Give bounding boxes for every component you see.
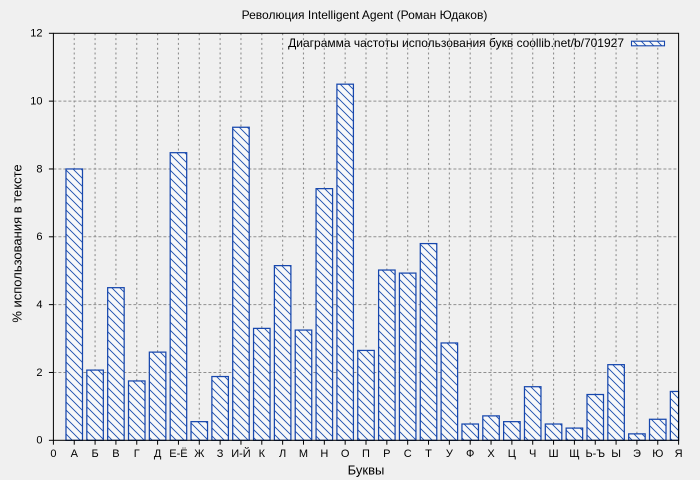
svg-text:С: С xyxy=(404,448,412,460)
svg-text:Революция Intelligent Agent (Р: Революция Intelligent Agent (Роман Юдако… xyxy=(242,8,488,22)
svg-text:Щ: Щ xyxy=(569,448,579,460)
svg-text:Я: Я xyxy=(675,448,683,460)
svg-text:М: М xyxy=(299,448,308,460)
svg-text:Буквы: Буквы xyxy=(348,463,385,478)
svg-text:Ч: Ч xyxy=(529,448,536,460)
svg-text:З: З xyxy=(217,448,224,460)
svg-text:А: А xyxy=(71,448,79,460)
svg-text:6: 6 xyxy=(36,231,42,243)
svg-text:% использования в тексте: % использования в тексте xyxy=(10,164,25,322)
svg-text:Б: Б xyxy=(91,448,98,460)
svg-text:Ц: Ц xyxy=(508,448,516,460)
svg-text:В: В xyxy=(112,448,119,460)
svg-text:Т: Т xyxy=(425,448,432,460)
svg-text:Ю: Ю xyxy=(652,448,663,460)
svg-text:У: У xyxy=(446,448,454,460)
svg-text:Н: Н xyxy=(320,448,328,460)
svg-text:Х: Х xyxy=(487,448,495,460)
svg-text:4: 4 xyxy=(36,299,42,311)
svg-text:Р: Р xyxy=(383,448,390,460)
svg-text:Ж: Ж xyxy=(194,448,204,460)
svg-text:10: 10 xyxy=(30,96,42,108)
svg-text:8: 8 xyxy=(36,163,42,175)
svg-text:Л: Л xyxy=(279,448,286,460)
svg-text:Е-Ё: Е-Ё xyxy=(169,448,187,460)
svg-text:Э: Э xyxy=(633,448,641,460)
svg-text:Ф: Ф xyxy=(466,448,474,460)
svg-text:И-Й: И-Й xyxy=(231,447,250,460)
svg-text:Ы: Ы xyxy=(611,448,621,460)
svg-text:П: П xyxy=(362,448,370,460)
svg-text:К: К xyxy=(259,448,266,460)
svg-text:0: 0 xyxy=(50,448,56,460)
svg-text:О: О xyxy=(341,448,350,460)
svg-text:Диаграмма частоты использовани: Диаграмма частоты использования букв coo… xyxy=(288,36,624,50)
svg-text:2: 2 xyxy=(36,367,42,379)
svg-text:Ш: Ш xyxy=(549,448,559,460)
svg-text:Д: Д xyxy=(154,448,162,460)
svg-text:Г: Г xyxy=(134,448,140,460)
svg-text:0: 0 xyxy=(36,435,42,447)
svg-text:12: 12 xyxy=(30,28,42,40)
svg-text:Ь-Ъ: Ь-Ъ xyxy=(585,448,605,460)
